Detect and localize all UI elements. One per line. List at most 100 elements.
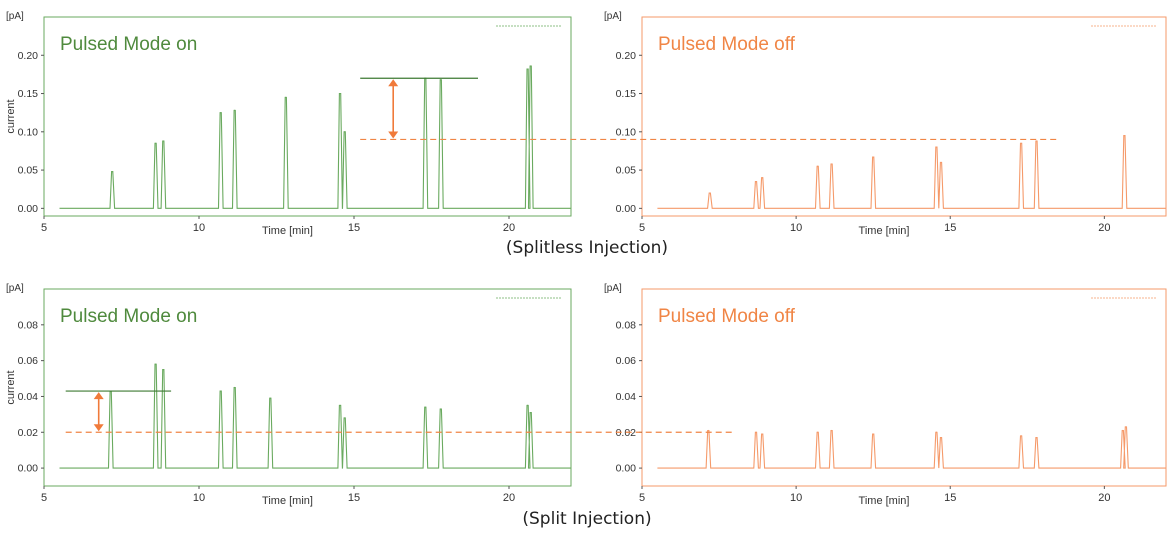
- peak-apex: [755, 180, 757, 183]
- peak-apex: [527, 404, 529, 407]
- y-tick-label: 0.06: [616, 355, 637, 367]
- y-axis-label: current: [5, 99, 17, 133]
- difference-arrow-head-down: [388, 131, 399, 139]
- difference-arrow-head-up: [93, 392, 104, 400]
- difference-arrow-head-up: [388, 79, 399, 87]
- chart-panel-3: [pA] 0.00 0.02 0.04 0.06 0.08 5 10 15 20 Time [min…: [5, 283, 572, 507]
- peak-apex: [935, 146, 937, 148]
- peak-apex: [269, 397, 271, 399]
- y-tick-label: 0.02: [18, 427, 39, 439]
- y-unit-label: [pA]: [604, 11, 622, 22]
- chart-title: Pulsed Mode on: [60, 34, 197, 55]
- peak-apex: [234, 109, 236, 111]
- x-axis-label: Time [min]: [859, 495, 910, 507]
- x-tick-label: 20: [503, 492, 515, 504]
- y-tick-label: 0.20: [616, 50, 637, 62]
- plot-frame: [43, 288, 572, 487]
- peak-apex: [220, 390, 222, 392]
- level-annotation-1: [360, 77, 1059, 141]
- x-tick-label: 15: [348, 222, 360, 234]
- peak-apex: [755, 431, 757, 433]
- y-tick-label: 0.08: [18, 319, 39, 331]
- peak-apex: [1122, 429, 1124, 432]
- x-axis-label: Time [min]: [859, 225, 910, 237]
- peak-apex: [339, 404, 341, 407]
- x-tick-label: 15: [348, 492, 360, 504]
- peak-apex: [530, 411, 532, 414]
- x-tick-label: 10: [193, 492, 205, 504]
- x-tick-label: 15: [944, 492, 956, 504]
- peak-apex: [940, 437, 942, 439]
- peak-apex: [530, 65, 532, 67]
- x-tick-label: 5: [41, 492, 47, 504]
- chart-panel-2: [pA] 0.00 0.05 0.10 0.15 0.20 5 10 15 20 Time [min…: [604, 11, 1167, 237]
- peak-apex: [440, 79, 442, 81]
- y-tick-label: 0.00: [616, 463, 637, 475]
- y-tick-label: 0.15: [616, 88, 637, 100]
- peak-apex: [111, 171, 113, 173]
- plot-frame: [641, 16, 1167, 217]
- plot-frame: [43, 16, 572, 217]
- peak-apex: [817, 165, 819, 167]
- peak-apex: [1035, 437, 1038, 439]
- x-axis-label: Time [min]: [262, 225, 313, 237]
- y-tick-label: 0.04: [18, 391, 39, 403]
- peak-apex: [817, 431, 819, 433]
- chromatogram-trace: [59, 65, 571, 209]
- y-unit-label: [pA]: [6, 11, 24, 22]
- peak-apex: [935, 431, 937, 433]
- x-tick-label: 20: [1098, 492, 1110, 504]
- y-tick-label: 0.15: [18, 88, 39, 100]
- x-tick-label: 5: [639, 492, 645, 504]
- peak-apex: [162, 140, 164, 142]
- peak-apex: [285, 96, 287, 98]
- chart-panel-1: [pA] 0.00 0.05 0.10 0.15 0.20 5 10 15 20 Time [min…: [5, 11, 572, 237]
- peak-apex: [707, 429, 709, 432]
- peak-apex: [162, 368, 164, 371]
- x-tick-label: 10: [790, 222, 802, 234]
- chromatogram-trace: [657, 135, 1166, 209]
- peak-apex: [424, 406, 426, 408]
- level-annotation-2: [65, 390, 735, 433]
- y-tick-label: 0.00: [616, 203, 637, 215]
- y-tick-label: 0.08: [616, 319, 637, 331]
- peak-apex: [234, 386, 236, 389]
- caption-splitless: (Splitless Injection): [505, 238, 669, 258]
- chromatogram-trace: [657, 426, 1166, 469]
- x-tick-label: 5: [41, 222, 47, 234]
- x-tick-label: 10: [193, 222, 205, 234]
- y-tick-label: 0.06: [18, 355, 39, 367]
- y-tick-label: 0.05: [616, 165, 637, 177]
- peak-apex: [761, 433, 763, 435]
- peak-apex: [344, 131, 346, 133]
- peak-apex: [1125, 426, 1127, 428]
- y-unit-label: [pA]: [6, 283, 24, 294]
- y-unit-label: [pA]: [604, 283, 622, 294]
- peak-apex: [830, 429, 833, 432]
- y-tick-label: 0.20: [18, 50, 39, 62]
- caption-split: (Split Injection): [522, 509, 652, 529]
- peak-apex: [1020, 142, 1022, 144]
- x-tick-label: 10: [790, 492, 802, 504]
- y-tick-label: 0.10: [18, 126, 39, 138]
- peak-apex: [155, 142, 157, 144]
- chart-title: Pulsed Mode off: [658, 34, 796, 55]
- peak-apex: [1035, 140, 1038, 142]
- y-tick-label: 0.00: [18, 203, 39, 215]
- chart-title: Pulsed Mode off: [658, 306, 796, 327]
- y-axis-label: current: [5, 370, 17, 404]
- x-tick-label: 20: [1098, 222, 1110, 234]
- peak-apex: [527, 68, 529, 70]
- chromatogram-trace: [59, 363, 571, 469]
- peak-apex: [830, 163, 833, 165]
- y-tick-label: 0.00: [18, 463, 39, 475]
- peak-apex: [872, 433, 874, 435]
- peak-apex: [220, 112, 222, 114]
- peak-apex: [872, 156, 874, 158]
- peak-apex: [344, 417, 346, 419]
- chart-title: Pulsed Mode on: [60, 306, 197, 327]
- x-tick-label: 15: [944, 222, 956, 234]
- peak-apex: [339, 92, 341, 95]
